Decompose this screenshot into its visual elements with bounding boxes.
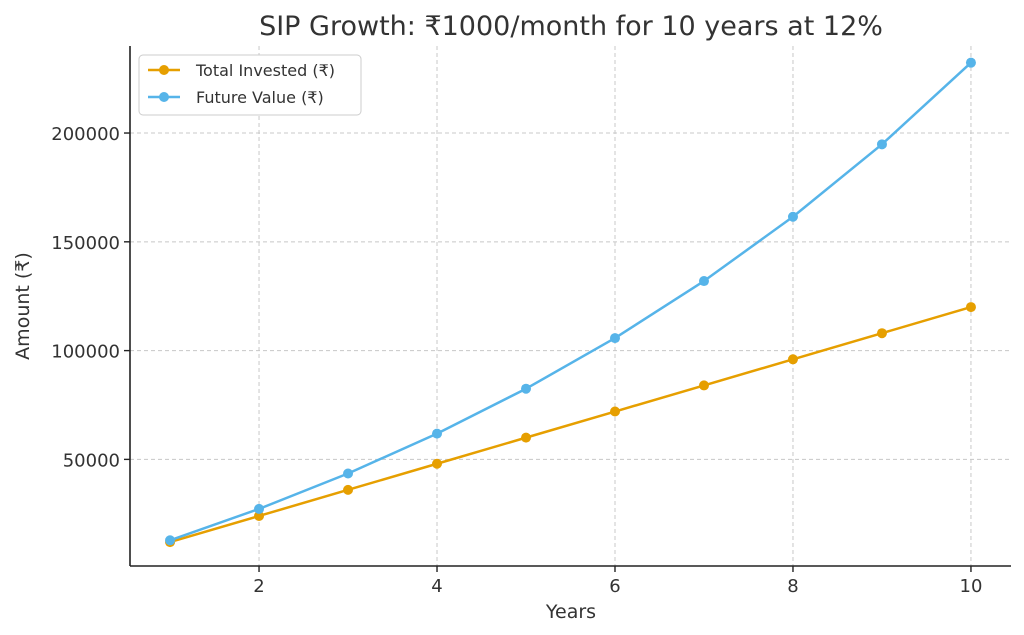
- ticks: 2 4 6 8 10 50000 100000 150000 200000: [51, 124, 982, 597]
- data-point-total-invested-6: [609, 406, 620, 417]
- x-tick-label-4: 4: [431, 576, 442, 597]
- data-point-future-value-7: [698, 276, 709, 287]
- x-axis-label: Years: [545, 601, 596, 623]
- y-tick-label-150000: 150000: [51, 233, 120, 254]
- series-layer: [165, 57, 976, 548]
- data-point-future-value-6: [609, 333, 620, 344]
- data-point-total-invested-2: [254, 510, 265, 521]
- chart-title: SIP Growth: ₹1000/month for 10 years at …: [259, 11, 883, 42]
- data-point-total-invested-5: [521, 432, 532, 443]
- legend-label-future-value: Future Value (₹): [196, 88, 324, 107]
- axes: [129, 46, 1011, 567]
- grid: [130, 46, 1011, 566]
- data-point-total-invested-7: [698, 380, 709, 391]
- data-point-future-value-2: [254, 503, 265, 514]
- x-tick-label-8: 8: [787, 576, 798, 597]
- y-tick-label-200000: 200000: [51, 124, 120, 145]
- data-point-total-invested-4: [432, 458, 443, 469]
- legend-box: [138, 54, 362, 116]
- series-future-value: [165, 57, 976, 546]
- data-point-total-invested-3: [343, 484, 354, 495]
- y-tick-label-100000: 100000: [51, 342, 120, 363]
- data-point-future-value-10: [965, 57, 976, 68]
- series-total-invested: [165, 302, 976, 548]
- series-line-total-invested: [169, 305, 972, 544]
- legend-marker-future-value: [159, 92, 169, 102]
- data-point-future-value-4: [432, 428, 443, 439]
- data-point-future-value-9: [876, 139, 887, 150]
- data-point-total-invested-10: [965, 302, 976, 313]
- data-point-future-value-5: [521, 383, 532, 394]
- data-point-future-value-1: [165, 535, 176, 546]
- legend: Total Invested (₹) Future Value (₹): [138, 54, 362, 116]
- legend-marker-total-invested: [159, 65, 169, 75]
- legend-label-total-invested: Total Invested (₹): [195, 61, 335, 80]
- x-tick-label-10: 10: [960, 576, 983, 597]
- y-tick-label-50000: 50000: [63, 450, 120, 471]
- y-axis-label: Amount (₹): [12, 252, 34, 360]
- data-point-total-invested-9: [876, 328, 887, 339]
- data-point-total-invested-8: [787, 354, 798, 365]
- data-point-future-value-3: [343, 468, 354, 479]
- x-tick-label-2: 2: [253, 576, 264, 597]
- x-tick-label-6: 6: [609, 576, 620, 597]
- series-line-future-value: [169, 61, 972, 542]
- data-point-future-value-8: [787, 211, 798, 222]
